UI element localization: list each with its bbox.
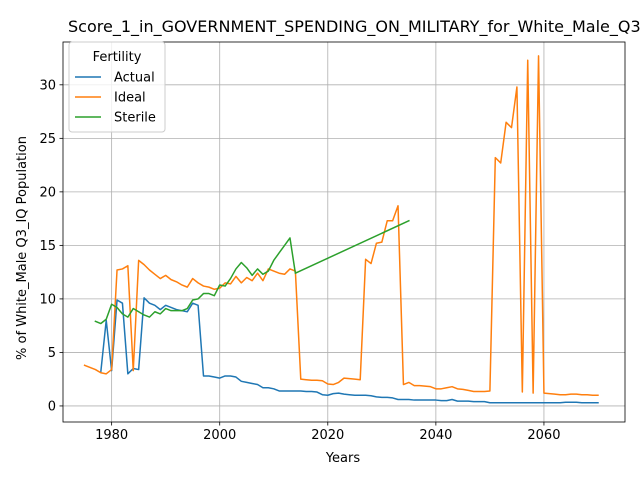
y-tick-label: 20: [39, 185, 56, 200]
x-tick-label: 1980: [95, 428, 128, 443]
y-tick-label: 10: [39, 292, 56, 307]
y-axis: 0 5 10 15 20 25 30: [39, 78, 63, 414]
y-axis-label: % of White_Male Q3_IQ Population: [15, 136, 30, 360]
x-tick-label: 2020: [311, 428, 344, 443]
x-tick-label: 2000: [203, 428, 236, 443]
legend-label-ideal: Ideal: [114, 91, 146, 106]
series-line-sterile: [94, 219, 410, 325]
x-tick-label: 2040: [419, 428, 452, 443]
series-line-ideal: [83, 55, 599, 396]
legend-box: [68, 41, 166, 133]
y-tick-label: 0: [48, 399, 56, 414]
x-axis-label: Years: [325, 451, 361, 466]
legend-title: Fertility: [93, 50, 142, 65]
legend-label-sterile: Sterile: [114, 111, 156, 126]
y-tick-label: 25: [39, 132, 56, 147]
legend-items: Actual Ideal Sterile: [75, 71, 156, 126]
series-line-actual: [100, 297, 599, 404]
x-axis: 1980 2000 2020 2040 2060: [95, 422, 560, 443]
series-lines: [83, 55, 599, 404]
y-tick-label: 30: [39, 78, 56, 93]
y-tick-label: 15: [39, 239, 56, 254]
y-tick-label: 5: [48, 346, 56, 361]
legend-label-actual: Actual: [114, 71, 155, 86]
x-tick-label: 2060: [527, 428, 560, 443]
chart-title: Score_1_in_GOVERNMENT_SPENDING_ON_MILITA…: [68, 17, 640, 37]
plot-frame: [62, 41, 626, 423]
legend: Fertility Actual Ideal Sterile: [68, 41, 166, 133]
